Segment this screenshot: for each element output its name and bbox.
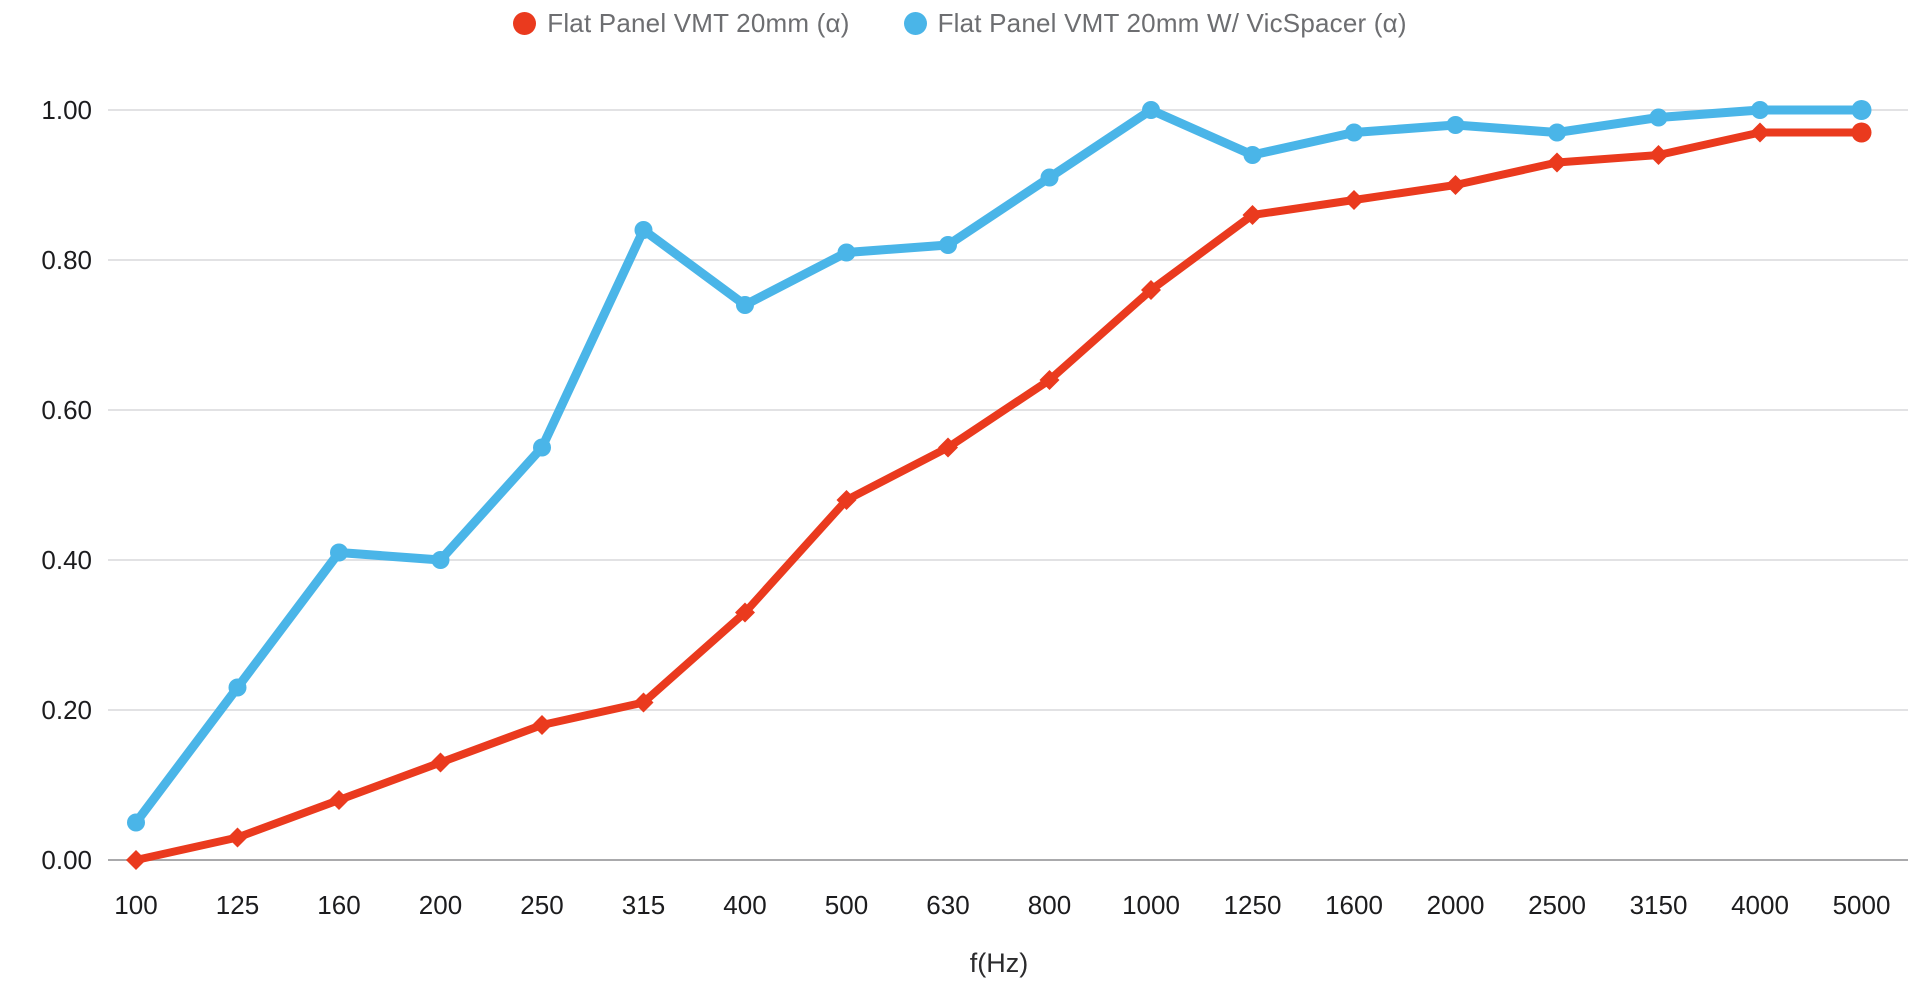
data-point: [533, 438, 551, 457]
x-tick-label: 630: [926, 890, 969, 920]
chart-legend: Flat Panel VMT 20mm (α) Flat Panel VMT 2…: [0, 7, 1920, 39]
data-point: [837, 243, 856, 262]
x-tick-label: 250: [520, 890, 563, 920]
data-point: [1242, 205, 1263, 225]
y-tick-label: 0.80: [41, 245, 92, 275]
x-tick-label: 4000: [1731, 890, 1789, 920]
x-tick-label: 315: [622, 890, 665, 920]
data-point: [633, 692, 654, 713]
x-tick-label: 1600: [1325, 890, 1383, 920]
legend-swatch-red-icon: [513, 11, 537, 35]
data-point: [938, 437, 958, 458]
data-point: [1548, 123, 1566, 142]
x-tick-label: 800: [1028, 890, 1071, 920]
x-tick-label: 160: [317, 890, 360, 920]
x-tick-label: 5000: [1833, 890, 1891, 920]
data-point: [1547, 152, 1567, 173]
x-tick-label: 200: [419, 890, 462, 920]
data-point: [1344, 190, 1364, 210]
data-point: [1446, 116, 1465, 134]
data-point: [1648, 145, 1669, 165]
y-tick-label: 1.00: [41, 95, 92, 125]
legend-item-flat-panel[interactable]: Flat Panel VMT 20mm (α): [513, 8, 849, 39]
data-point: [736, 296, 754, 314]
data-point: [532, 715, 552, 735]
data-point: [1040, 168, 1059, 187]
series-line-0: [132, 128, 1866, 864]
data-point: [430, 752, 451, 773]
y-tick-label: 0.60: [41, 395, 92, 425]
x-tick-label: 1000: [1122, 890, 1180, 920]
data-point: [431, 551, 450, 569]
data-point: [1142, 101, 1160, 119]
legend-item-vicspacer[interactable]: Flat Panel VMT 20mm W/ VicSpacer (α): [903, 7, 1407, 39]
data-point: [228, 678, 247, 697]
data-point: [127, 813, 145, 832]
data-point: [1141, 280, 1161, 300]
data-point: [1243, 146, 1262, 164]
data-point: [329, 790, 349, 810]
data-point-end: [1851, 122, 1872, 143]
x-tick-label: 2500: [1528, 890, 1586, 920]
y-tick-label: 0.20: [41, 695, 92, 725]
data-point: [735, 602, 755, 623]
x-tick-label: 2000: [1427, 890, 1485, 920]
data-point: [126, 850, 146, 870]
x-tick-label: 100: [114, 890, 157, 920]
data-point: [1039, 370, 1060, 390]
data-point: [330, 543, 348, 562]
legend-swatch-blue-icon: [903, 11, 927, 35]
legend-label-vicspacer: Flat Panel VMT 20mm W/ VicSpacer (α): [937, 7, 1407, 38]
data-point: [634, 221, 653, 239]
data-point: [1445, 175, 1466, 195]
data-point-end: [1851, 100, 1872, 120]
series-line-1: [131, 105, 1866, 827]
data-point: [1649, 108, 1668, 127]
data-point: [1751, 101, 1769, 119]
data-point: [1750, 122, 1770, 143]
x-axis-title: f(Hz): [969, 948, 1029, 978]
y-tick-label: 0.00: [41, 845, 92, 875]
x-tick-label: 125: [216, 890, 259, 920]
data-point: [227, 827, 248, 848]
x-tick-label: 500: [825, 890, 868, 920]
y-tick-label: 0.40: [41, 545, 92, 575]
data-point: [1345, 123, 1363, 142]
legend-label-flat-panel: Flat Panel VMT 20mm (α): [547, 7, 850, 38]
x-tick-label: 1250: [1224, 890, 1282, 920]
x-tick-label: 3150: [1630, 890, 1688, 920]
data-point: [836, 490, 857, 510]
data-point: [939, 236, 957, 254]
x-tick-label: 400: [723, 890, 766, 920]
